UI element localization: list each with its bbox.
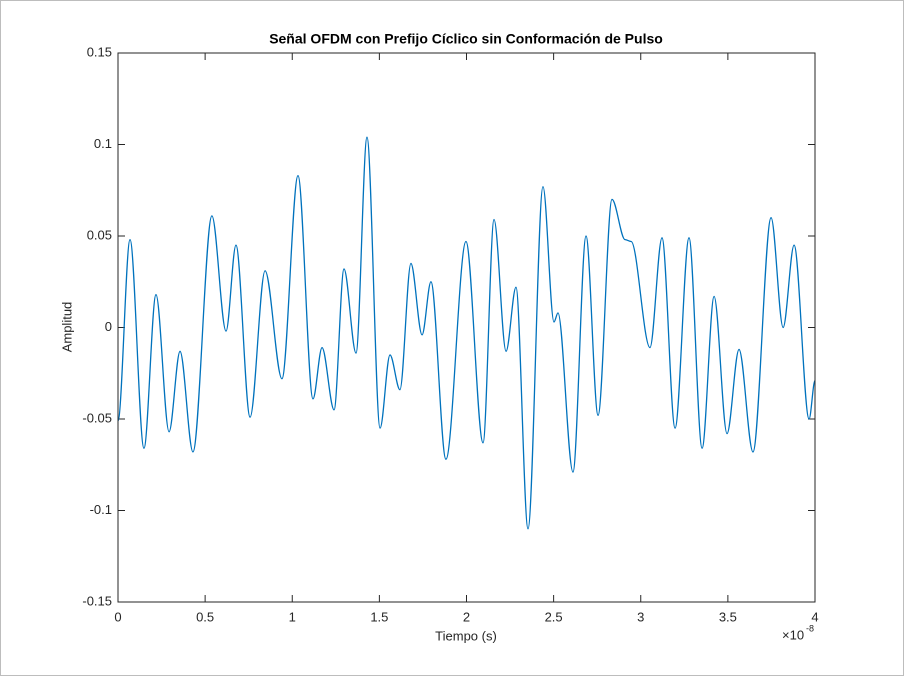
y-tick-label: -0.05 (82, 410, 112, 425)
x-tick-label: 1 (289, 609, 296, 624)
x-tick-label: 2 (463, 609, 470, 624)
plot-area (118, 53, 815, 602)
y-tick-label: -0.1 (90, 502, 112, 517)
axes-box (117, 52, 816, 603)
x-tick-label: 0.5 (196, 609, 214, 624)
x-axis-label: Tiempo (s) (435, 628, 497, 643)
y-tick-label: 0 (105, 319, 112, 334)
x-exponent: -8 (806, 623, 814, 633)
y-tick-label: -0.15 (82, 593, 112, 608)
y-tick-label: 0.05 (87, 227, 112, 242)
y-tick-label: 0.15 (87, 44, 112, 59)
x-tick-label: 2.5 (545, 609, 563, 624)
y-tick-label: 0.1 (94, 136, 112, 151)
x-multiplier: ×10 (782, 627, 804, 642)
x-tick-label: 1.5 (370, 609, 388, 624)
x-tick-label: 3 (637, 609, 644, 624)
signal-line (117, 136, 816, 530)
x-tick-label: 0 (114, 609, 121, 624)
x-tick-label: 3.5 (719, 609, 737, 624)
chart-title: Señal OFDM con Prefijo Cíclico sin Confo… (269, 31, 663, 47)
y-axis-label: Amplitud (59, 302, 74, 353)
x-tick-label: 4 (811, 609, 818, 624)
